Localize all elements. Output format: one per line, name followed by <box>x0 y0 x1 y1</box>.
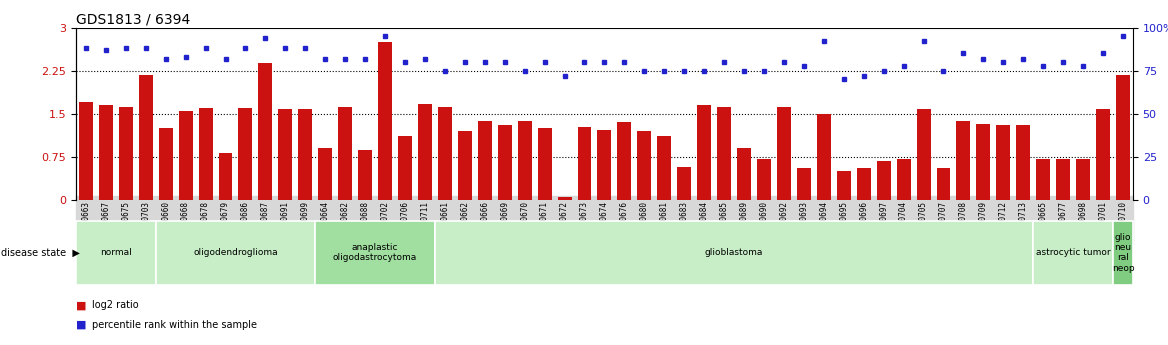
Bar <box>318 148 332 200</box>
Text: glio
neu
ral
neop: glio neu ral neop <box>1112 233 1134 273</box>
Bar <box>1115 75 1129 200</box>
Bar <box>1076 159 1090 200</box>
Text: anaplastic
oligodastrocytoma: anaplastic oligodastrocytoma <box>333 243 417 263</box>
Bar <box>278 109 292 200</box>
Bar <box>836 171 850 200</box>
Bar <box>737 148 751 200</box>
Bar <box>557 197 571 200</box>
Text: oligodendroglioma: oligodendroglioma <box>193 248 278 257</box>
Bar <box>897 159 911 200</box>
Bar <box>577 127 591 200</box>
Bar <box>258 63 272 200</box>
Bar <box>937 168 951 200</box>
Text: GDS1813 / 6394: GDS1813 / 6394 <box>76 12 190 27</box>
Bar <box>658 136 672 200</box>
Bar <box>598 130 611 200</box>
Bar <box>618 122 632 200</box>
Bar <box>159 128 173 200</box>
Bar <box>976 124 990 200</box>
Bar <box>498 125 512 200</box>
Bar <box>398 136 412 200</box>
Bar <box>717 107 731 200</box>
Bar <box>179 111 193 200</box>
Bar <box>957 121 971 200</box>
Bar <box>757 159 771 200</box>
Bar <box>917 109 931 200</box>
Bar <box>298 109 312 200</box>
Bar <box>438 107 452 200</box>
Bar <box>537 128 551 200</box>
Text: disease state  ▶: disease state ▶ <box>1 248 81 258</box>
Bar <box>119 107 133 200</box>
Bar <box>1056 159 1070 200</box>
Bar <box>777 107 791 200</box>
Bar <box>697 105 711 200</box>
Bar <box>517 121 531 200</box>
Bar <box>139 75 153 200</box>
Text: astrocytic tumor: astrocytic tumor <box>1036 248 1111 257</box>
Text: ■: ■ <box>76 320 86 330</box>
Text: percentile rank within the sample: percentile rank within the sample <box>92 320 257 330</box>
Bar <box>638 131 652 200</box>
Bar <box>797 168 811 200</box>
Bar <box>79 102 93 200</box>
Bar <box>339 107 352 200</box>
Bar <box>1016 125 1030 200</box>
Bar <box>857 168 870 200</box>
Bar <box>877 161 891 200</box>
Bar <box>458 131 472 200</box>
Bar <box>418 104 432 200</box>
Bar <box>677 167 691 200</box>
Bar <box>218 153 232 200</box>
Text: normal: normal <box>100 248 132 257</box>
Bar <box>99 105 113 200</box>
Bar <box>1036 159 1050 200</box>
Bar <box>238 108 252 200</box>
Bar <box>816 114 830 200</box>
Bar <box>378 42 392 200</box>
Text: ■: ■ <box>76 300 86 310</box>
Bar <box>478 121 492 200</box>
Bar <box>996 125 1010 200</box>
Bar <box>359 149 373 200</box>
Text: log2 ratio: log2 ratio <box>92 300 139 310</box>
Bar <box>199 108 213 200</box>
Bar <box>1096 109 1110 200</box>
Text: glioblastoma: glioblastoma <box>705 248 763 257</box>
